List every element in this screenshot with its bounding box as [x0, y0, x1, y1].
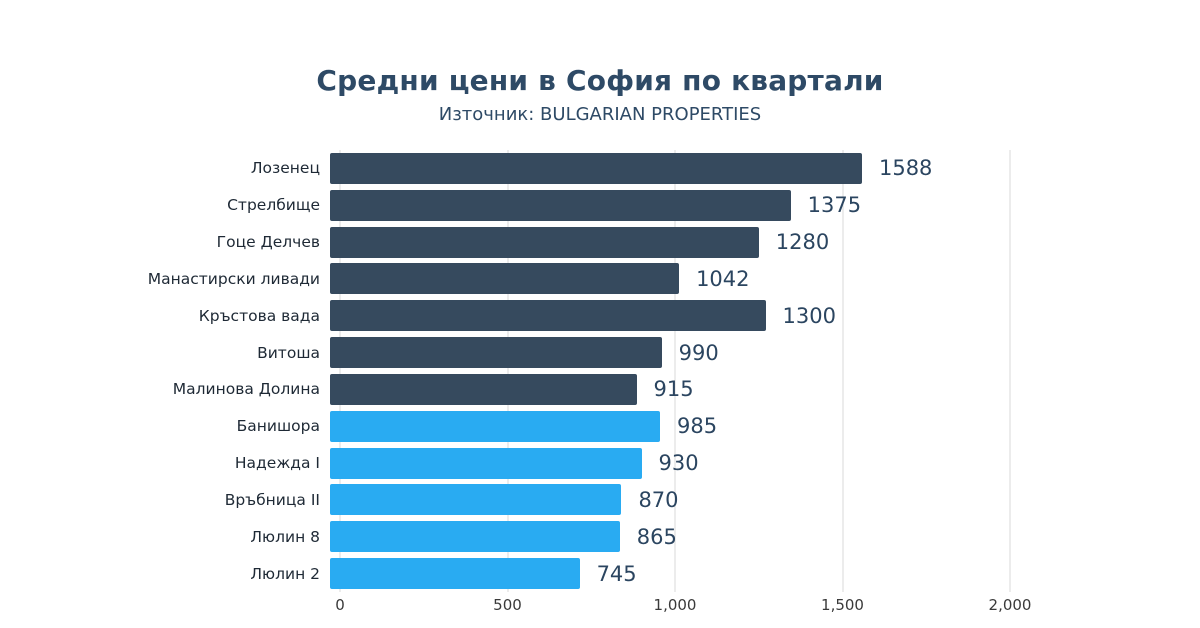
- bar: [330, 337, 662, 369]
- category-label: Люлин 2: [250, 564, 320, 583]
- category-label: Люлин 8: [250, 527, 320, 546]
- bar-track: 870: [330, 481, 1190, 518]
- value-label: 990: [678, 340, 719, 365]
- bar-track: 865: [330, 518, 1190, 555]
- bar-row: Гоце Делчев 1280: [0, 224, 1200, 261]
- bar: [330, 410, 660, 442]
- bar: [330, 521, 620, 553]
- value-label: 930: [658, 451, 699, 476]
- x-tick-label: 1,500: [821, 596, 864, 614]
- bar-track: 990: [330, 334, 1190, 371]
- bar-track: 1300: [330, 297, 1190, 334]
- category-label: Банишора: [236, 417, 320, 436]
- bar-track: 745: [330, 555, 1190, 592]
- bar-track: 985: [330, 408, 1190, 445]
- bar-row: Стрелбище 1375: [0, 187, 1200, 224]
- value-label: 1280: [775, 230, 830, 255]
- gridline: [674, 150, 676, 592]
- value-label: 915: [653, 377, 694, 402]
- category-label: Стрелбище: [227, 196, 320, 215]
- value-label: 985: [676, 414, 718, 439]
- category-label: Витоша: [257, 343, 320, 362]
- bar: [330, 263, 680, 295]
- gridline: [1009, 150, 1011, 592]
- bar-track: 1588: [330, 150, 1190, 187]
- bar: [330, 226, 759, 258]
- chart-header: Средни цени в София по квартали Източник…: [0, 64, 1200, 125]
- bar-row: Банишора 985: [0, 408, 1200, 445]
- x-tick-label: 0: [335, 596, 345, 614]
- value-label: 1300: [782, 303, 836, 328]
- gridline: [507, 150, 508, 592]
- bar: [330, 447, 642, 479]
- x-tick-label: 1,000: [653, 596, 697, 614]
- category-label: Малинова Долина: [172, 380, 320, 399]
- value-label: 865: [636, 524, 677, 549]
- bar-row: Малинова Долина 915: [0, 371, 1200, 408]
- bar-row: Люлин 2 745: [0, 555, 1200, 592]
- bar-track: 930: [330, 445, 1190, 482]
- chart-subtitle: Източник: BULGARIAN PROPERTIES: [438, 104, 762, 125]
- category-label: Гоце Делчев: [216, 233, 320, 252]
- bar-track: 1375: [330, 187, 1190, 224]
- bar-track: 1280: [330, 224, 1190, 261]
- value-label: 1588: [878, 156, 933, 181]
- value-label: 870: [638, 487, 679, 512]
- category-label: Кръстова вада: [198, 306, 320, 325]
- bar-track: 1042: [330, 260, 1190, 297]
- bar: [330, 189, 791, 221]
- bar: [330, 152, 862, 184]
- bar-row: Манастирски ливади 1042: [0, 260, 1200, 297]
- bar-row: Витоша 990: [0, 334, 1200, 371]
- gridline: [842, 150, 843, 592]
- x-tick-label: 2,000: [988, 596, 1032, 614]
- bar-row: Лозенец 1588: [0, 150, 1200, 187]
- bar-row: Връбница II 870: [0, 481, 1200, 518]
- x-axis: 0 500 1,000 1,500 2,000: [335, 596, 1031, 618]
- bar-rows: Лозенец 1588 Стрелбище 1375 Гоце Делчев 1280 М…: [0, 150, 1200, 592]
- bar-track: 915: [330, 371, 1190, 408]
- category-label: Надежда I: [234, 454, 320, 473]
- bar: [330, 558, 580, 590]
- category-label: Манастирски ливади: [147, 269, 320, 288]
- bar-row: Кръстова вада 1300: [0, 297, 1200, 334]
- value-label: 1042: [696, 266, 750, 291]
- category-label: Лозенец: [250, 159, 320, 178]
- bar: [330, 373, 637, 405]
- chart-title: Средни цени в София по квартали: [316, 64, 884, 97]
- x-tick-label: 500: [493, 596, 522, 614]
- plot-area: [339, 150, 1011, 592]
- bar-row: Люлин 8 865: [0, 518, 1200, 555]
- bar: [330, 484, 622, 516]
- value-label: 1375: [807, 193, 862, 218]
- bar: [330, 300, 766, 332]
- gridlines: [339, 150, 1011, 592]
- value-label: 745: [596, 561, 637, 586]
- bar-row: Надежда I 930: [0, 445, 1200, 482]
- gridline: [339, 150, 341, 592]
- category-label: Връбница II: [224, 490, 320, 509]
